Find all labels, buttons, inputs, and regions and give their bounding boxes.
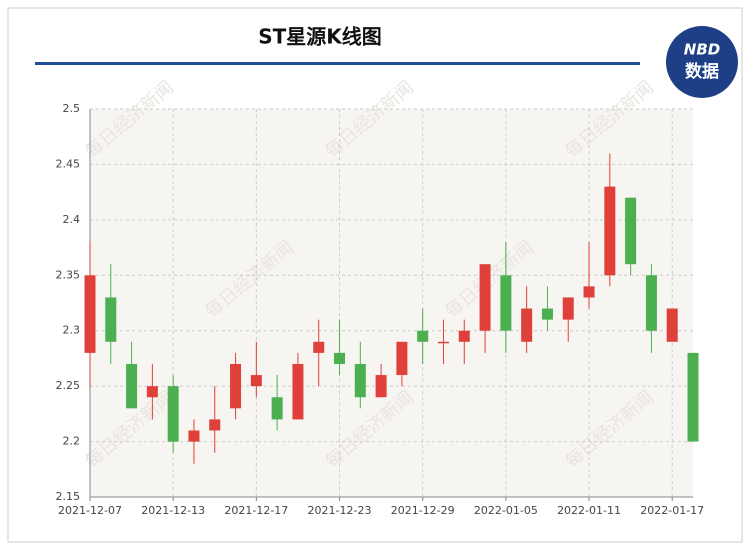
- y-tick-label: 2.2: [63, 435, 81, 448]
- candle-body: [625, 197, 637, 265]
- candle-body: [105, 297, 117, 342]
- candle-body: [437, 341, 449, 344]
- x-tick-label: 2021-12-07: [58, 504, 122, 517]
- x-tick-label: 2021-12-23: [308, 504, 372, 517]
- candle-body: [209, 419, 221, 431]
- candle-body: [250, 375, 262, 387]
- candle-body: [583, 286, 595, 298]
- logo-top: NBD: [684, 41, 720, 59]
- candle-body: [687, 352, 699, 442]
- candle-body: [146, 386, 158, 398]
- candle-body: [500, 275, 512, 331]
- y-tick-label: 2.5: [63, 102, 81, 115]
- candle-body: [521, 308, 533, 342]
- x-tick-label: 2021-12-13: [141, 504, 205, 517]
- x-tick-label: 2022-01-11: [557, 504, 621, 517]
- candle-body: [645, 275, 657, 331]
- candle-body: [375, 375, 387, 398]
- x-tick-label: 2022-01-17: [640, 504, 704, 517]
- candle-body: [479, 264, 491, 331]
- y-tick-label: 2.15: [56, 490, 81, 503]
- y-tick-label: 2.35: [56, 268, 81, 281]
- x-tick-label: 2021-12-29: [391, 504, 455, 517]
- candle-body: [292, 363, 304, 420]
- chart-title: ST星源K线图: [258, 25, 382, 49]
- candle-body: [562, 297, 574, 320]
- candle-body: [313, 341, 325, 353]
- candle-body: [334, 352, 346, 364]
- x-tick-label: 2022-01-05: [474, 504, 538, 517]
- candle-body: [604, 186, 616, 276]
- y-tick-label: 2.25: [56, 379, 81, 392]
- candle-body: [126, 363, 138, 409]
- y-tick-label: 2.4: [63, 213, 81, 226]
- candle-body: [188, 430, 200, 442]
- candle-body: [417, 330, 429, 342]
- candle-body: [271, 397, 283, 420]
- title-rule: [35, 62, 640, 65]
- candle-body: [541, 308, 553, 320]
- logo: [666, 26, 738, 98]
- candle-body: [230, 363, 242, 409]
- candle-body: [167, 386, 179, 442]
- x-tick-label: 2021-12-17: [224, 504, 288, 517]
- candle-body: [396, 341, 408, 376]
- candle-body: [84, 275, 96, 353]
- logo-bottom: 数据: [685, 61, 719, 82]
- candle-body: [354, 363, 366, 398]
- candle-body: [458, 330, 470, 342]
- candle-body: [666, 308, 678, 342]
- y-tick-label: 2.45: [56, 157, 81, 170]
- y-tick-label: 2.3: [63, 324, 81, 337]
